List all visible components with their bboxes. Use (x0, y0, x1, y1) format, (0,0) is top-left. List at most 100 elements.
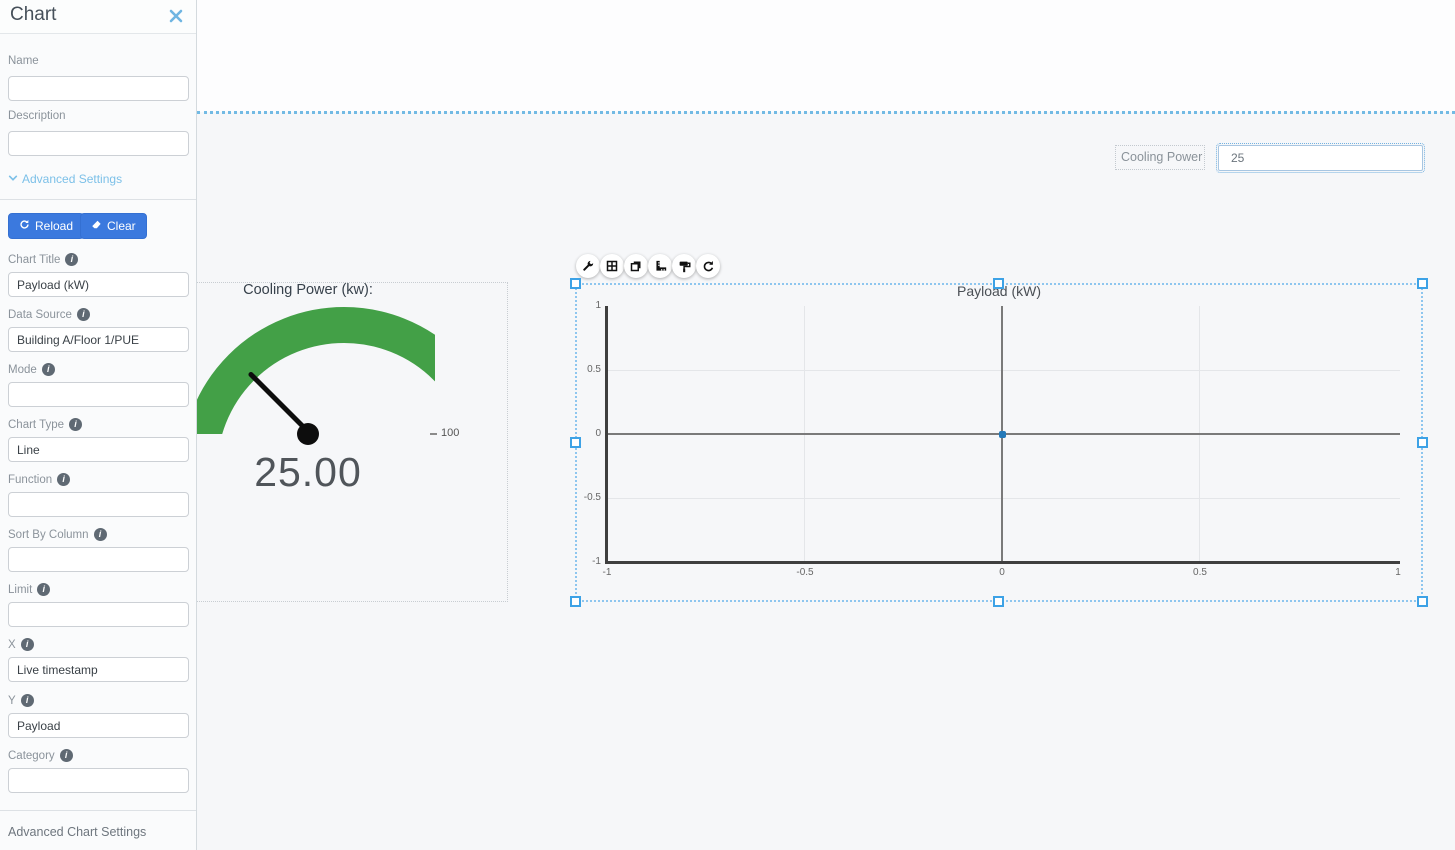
y-tick: 1 (595, 300, 601, 311)
x-label: X (8, 638, 16, 651)
data-source-input[interactable] (8, 327, 189, 352)
description-label: Description (8, 110, 66, 122)
y-tick: -0.5 (583, 492, 601, 503)
info-icon (76, 308, 90, 321)
resize-handle-n[interactable] (993, 278, 1004, 289)
reload-button[interactable]: Reload (8, 213, 85, 239)
info-icon (20, 694, 34, 707)
sort-by-column-input[interactable] (8, 547, 189, 572)
canvas-top-band (197, 0, 1455, 112)
field-data-source: Data Source (0, 308, 197, 358)
field-chart-title: Chart Title (0, 253, 197, 303)
info-icon (65, 253, 79, 266)
chart-undo-button[interactable] (696, 254, 720, 278)
paint-roller-icon (678, 260, 691, 273)
field-function: Function (0, 473, 197, 523)
info-icon (57, 473, 71, 486)
info-icon (41, 363, 55, 376)
resize-handle-nw[interactable] (570, 278, 581, 289)
mode-label: Mode (8, 363, 37, 376)
data-source-label: Data Source (8, 308, 72, 321)
y-tick: 0 (595, 428, 601, 439)
clone-icon (630, 260, 642, 272)
chart-style-button[interactable] (672, 254, 696, 278)
x-input[interactable] (8, 657, 189, 682)
chart-title-input[interactable] (8, 272, 189, 297)
limit-label: Limit (8, 583, 33, 596)
reload-icon (19, 219, 30, 233)
grid-icon (606, 260, 618, 272)
reload-button-label: Reload (35, 219, 74, 233)
chevron-down-icon (8, 172, 18, 186)
resize-handle-w[interactable] (570, 437, 581, 448)
x-tick: 0.5 (1193, 567, 1207, 578)
divider (0, 810, 196, 811)
x-axis (605, 561, 1400, 564)
y-label: Y (8, 694, 16, 707)
line-chart-widget[interactable] (575, 283, 1423, 602)
resize-handle-se[interactable] (1417, 596, 1428, 607)
resize-handle-s[interactable] (993, 596, 1004, 607)
chart-clone-button[interactable] (624, 254, 648, 278)
clear-button[interactable]: Clear (80, 213, 147, 239)
gridline-h (608, 498, 1400, 499)
name-input[interactable] (8, 76, 189, 101)
cooling-power-widget-label: Cooling Power (1115, 145, 1205, 170)
line-chart-title: Payload (kW) (956, 283, 1042, 299)
chart-config-sidebar: Chart Name Description Advanced Settings… (0, 0, 197, 850)
close-icon[interactable] (167, 7, 187, 27)
gauge-arc (181, 307, 435, 434)
sidebar-title: Chart (10, 4, 57, 25)
chart-ruler-button[interactable] (648, 254, 672, 278)
gauge-value: 25.00 (254, 449, 362, 495)
y-tick: 0.5 (587, 364, 601, 375)
limit-input[interactable] (8, 602, 189, 627)
y-input[interactable] (8, 713, 189, 738)
function-input[interactable] (8, 492, 189, 517)
field-x: X (0, 638, 197, 688)
data-point-origin (999, 431, 1006, 438)
cooling-power-input[interactable] (1216, 143, 1425, 173)
function-label: Function (8, 473, 53, 486)
chart-type-input[interactable] (8, 437, 189, 462)
field-limit: Limit (0, 583, 197, 633)
info-icon (59, 749, 73, 762)
field-chart-type: Chart Type (0, 418, 197, 468)
gauge-needle-hub (297, 423, 319, 445)
field-sort-by-column: Sort By Column (0, 528, 197, 578)
info-icon (37, 583, 51, 596)
x-tick: -1 (602, 567, 612, 578)
info-icon (93, 528, 107, 541)
name-label: Name (8, 55, 39, 67)
gridline-h (608, 370, 1400, 371)
eraser-icon (91, 219, 102, 233)
mode-input[interactable] (8, 382, 189, 407)
gauge-title: Cooling Power (kw): (243, 282, 373, 298)
chart-type-label: Chart Type (8, 418, 65, 431)
resize-handle-sw[interactable] (570, 596, 581, 607)
x-tick: 0 (999, 567, 1005, 578)
category-input[interactable] (8, 768, 189, 793)
category-label: Category (8, 749, 55, 762)
chart-title-label: Chart Title (8, 253, 61, 266)
field-mode: Mode (0, 363, 197, 413)
drop-zone-divider (197, 111, 1455, 114)
field-y: Y (0, 694, 197, 744)
gauge-max-label: 100 (441, 427, 460, 439)
description-input[interactable] (8, 131, 189, 156)
field-category: Category (0, 749, 197, 799)
ruler-icon (654, 260, 667, 273)
advanced-settings-toggle[interactable]: Advanced Settings (8, 172, 122, 186)
resize-handle-ne[interactable] (1417, 278, 1428, 289)
chart-settings-button[interactable] (576, 254, 600, 278)
gauge-max-tick (430, 433, 437, 435)
wrench-icon (582, 260, 595, 273)
resize-handle-e[interactable] (1417, 437, 1428, 448)
info-icon (20, 638, 34, 651)
advanced-chart-settings-label: Advanced Chart Settings (8, 825, 147, 839)
undo-icon (702, 260, 715, 273)
divider (0, 199, 196, 200)
info-icon (69, 418, 83, 431)
chart-grid-button[interactable] (600, 254, 624, 278)
